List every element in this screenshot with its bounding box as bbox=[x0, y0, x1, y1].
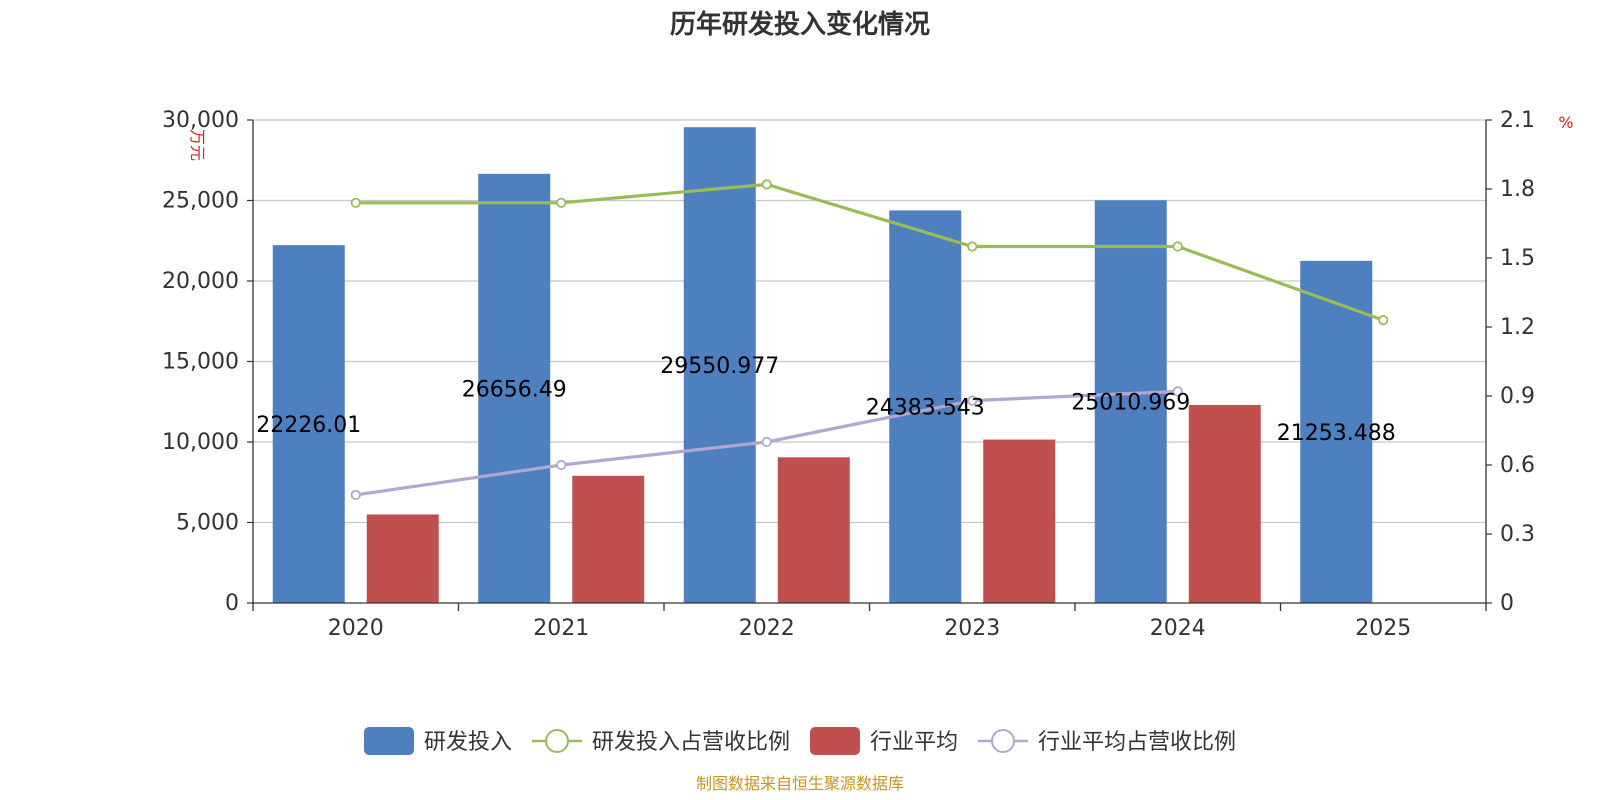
x-tick-label: 2020 bbox=[328, 616, 384, 641]
left-tick-label: 25,000 bbox=[162, 189, 239, 214]
bar-data-label: 22226.01 bbox=[256, 413, 361, 438]
legend-swatch-0 bbox=[364, 727, 414, 755]
left-tick-label: 15,000 bbox=[162, 350, 239, 375]
bar-2-3 bbox=[983, 439, 1056, 603]
right-tick-label: 0.6 bbox=[1500, 453, 1535, 478]
line-point-1-4 bbox=[1172, 241, 1183, 252]
line-point-3-0 bbox=[350, 489, 361, 500]
grid-lines bbox=[253, 119, 1486, 524]
right-tick-label: 0.3 bbox=[1500, 522, 1535, 547]
line-point-1-3 bbox=[967, 241, 978, 252]
bar-series bbox=[272, 127, 1373, 603]
line-point-1-2 bbox=[761, 179, 772, 190]
bar-0-5 bbox=[1300, 260, 1373, 603]
bar-0-4 bbox=[1094, 200, 1167, 603]
right-tick-label: 0.9 bbox=[1500, 384, 1535, 409]
left-axis-unit: 万元 bbox=[188, 129, 207, 161]
bar-2-4 bbox=[1188, 404, 1261, 603]
legend-swatch-2 bbox=[810, 727, 860, 755]
line-point-1-0 bbox=[350, 197, 361, 208]
line-series-1 bbox=[355, 182, 1384, 322]
legend-label-3: 行业平均占营收比例 bbox=[1038, 730, 1236, 755]
right-tick-label: 1.2 bbox=[1500, 315, 1535, 340]
line-point-3-2 bbox=[761, 436, 772, 448]
legend-marker-3 bbox=[991, 729, 1015, 753]
right-tick-label: 0 bbox=[1500, 591, 1514, 616]
bar-2-0 bbox=[366, 514, 439, 603]
right-tick-label: 2.1 bbox=[1500, 108, 1535, 133]
right-axis-unit: % bbox=[1558, 113, 1573, 132]
line-point-3-4 bbox=[1172, 386, 1183, 397]
left-tick-label: 20,000 bbox=[162, 269, 239, 294]
line-point-1-5 bbox=[1378, 314, 1389, 326]
bar-data-label: 25010.969 bbox=[1071, 391, 1190, 416]
data-labels: 22226.01 26656.49 29550.977 24383.543 25010.… bbox=[256, 354, 1395, 446]
bar-2-1 bbox=[572, 475, 645, 603]
right-tick-label: 1.8 bbox=[1500, 177, 1535, 202]
legend-label-2: 行业平均 bbox=[870, 730, 958, 755]
legend-marker-1 bbox=[545, 729, 569, 753]
right-tick-label: 1.5 bbox=[1500, 246, 1535, 271]
line-point-1-1 bbox=[556, 197, 567, 208]
left-tick-label: 0 bbox=[225, 591, 239, 616]
x-tick-label: 2021 bbox=[533, 616, 589, 641]
line-point-3-1 bbox=[556, 459, 567, 471]
bar-0-0 bbox=[272, 245, 345, 603]
x-tick-label: 2023 bbox=[944, 616, 1000, 641]
axes: 0 5,000 10,000 15,000 20,000 25,000 30,000 0 0.3… bbox=[162, 108, 1535, 641]
bar-2-2 bbox=[777, 457, 850, 603]
line-point-3-3 bbox=[967, 395, 978, 406]
bar-0-1 bbox=[478, 173, 551, 603]
bar-data-label: 21253.488 bbox=[1277, 421, 1396, 446]
bar-0-2 bbox=[683, 127, 756, 603]
x-tick-label: 2025 bbox=[1355, 616, 1411, 641]
legend-label-1: 研发投入占营收比例 bbox=[592, 730, 790, 755]
left-tick-label: 30,000 bbox=[162, 108, 239, 133]
left-tick-label: 5,000 bbox=[176, 511, 239, 536]
bar-data-label: 29550.977 bbox=[660, 354, 779, 379]
source-note: 制图数据来自恒生聚源数据库 bbox=[696, 774, 904, 793]
x-tick-label: 2024 bbox=[1150, 616, 1206, 641]
legend: 研发投入 研发投入占营收比例 行业平均 行业平均占营收比例 bbox=[364, 727, 1236, 755]
left-tick-label: 10,000 bbox=[162, 430, 239, 455]
x-tick-label: 2022 bbox=[739, 616, 795, 641]
bar-data-label: 24383.543 bbox=[866, 396, 985, 421]
chart-title: 历年研发投入变化情况 bbox=[670, 9, 930, 40]
line-series bbox=[350, 179, 1389, 500]
bar-data-label: 26656.49 bbox=[462, 377, 567, 402]
legend-label-0: 研发投入 bbox=[424, 730, 512, 755]
